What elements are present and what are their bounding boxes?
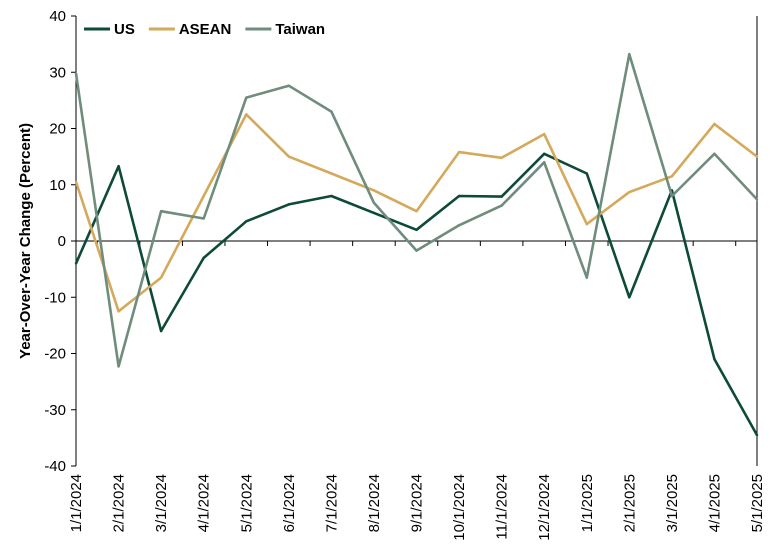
- series-asean: [74, 113, 759, 313]
- data-point-taiwan: [628, 53, 631, 56]
- data-point-taiwan: [117, 365, 120, 368]
- y-tick-label: -40: [44, 458, 66, 475]
- data-point-taiwan: [542, 161, 546, 164]
- data-point-taiwan: [202, 217, 205, 220]
- data-point-asean: [542, 132, 546, 136]
- data-point-us: [159, 329, 163, 333]
- y-tick-label: 40: [49, 8, 66, 25]
- x-tick-label: 3/1/2025: [664, 474, 681, 532]
- data-point-taiwan: [330, 110, 333, 113]
- data-point-asean: [245, 113, 248, 116]
- data-point-asean: [287, 155, 291, 158]
- y-tick-label: -10: [44, 289, 66, 306]
- data-point-taiwan: [159, 209, 163, 213]
- y-tick-label: 30: [49, 64, 66, 81]
- series-us: [74, 152, 759, 437]
- data-point-taiwan: [74, 72, 78, 75]
- x-tick-label: 7/1/2024: [323, 474, 340, 532]
- data-point-us: [245, 220, 248, 223]
- data-point-us: [415, 228, 418, 231]
- legend-label-asean: ASEAN: [179, 21, 232, 38]
- data-point-asean: [202, 194, 205, 198]
- data-point-asean: [415, 209, 418, 213]
- data-point-asean: [628, 190, 631, 194]
- data-point-taiwan: [670, 194, 674, 198]
- x-tick-label: 2/1/2024: [111, 474, 128, 532]
- data-point-asean: [585, 222, 588, 226]
- data-point-asean: [457, 150, 461, 154]
- data-point-taiwan: [585, 276, 588, 279]
- data-point-taiwan: [372, 201, 376, 204]
- data-point-us: [542, 152, 546, 156]
- data-point-asean: [670, 175, 674, 178]
- y-tick-label: -30: [44, 402, 66, 419]
- legend: US ASEAN Taiwan: [84, 21, 325, 38]
- data-point-asean: [713, 122, 716, 126]
- x-tick-label: 9/1/2024: [409, 474, 426, 532]
- y-tick-label: -20: [44, 346, 66, 363]
- x-tick-label: 11/1/2024: [494, 474, 511, 540]
- x-tick-label: 2/1/2025: [621, 474, 638, 532]
- data-point-us: [117, 164, 120, 168]
- data-point-asean: [117, 310, 120, 313]
- series-taiwan: [74, 52, 759, 368]
- data-point-taiwan: [287, 84, 291, 87]
- x-tick-label: 10/1/2024: [451, 474, 468, 541]
- data-point-asean: [330, 172, 333, 175]
- data-point-taiwan: [713, 152, 716, 156]
- data-point-asean: [755, 155, 759, 158]
- data-point-us: [287, 203, 291, 206]
- data-point-taiwan: [500, 204, 503, 207]
- data-point-asean: [500, 156, 503, 159]
- y-tick-label: 20: [49, 121, 66, 138]
- y-axis: -40 -30 -20 -10 0 10 20 30 40: [44, 8, 77, 475]
- data-point-us: [457, 194, 461, 198]
- series-lines: [74, 52, 759, 437]
- x-tick-label: 4/1/2024: [196, 474, 213, 532]
- y-axis-title: Year-Over-Year Change (Percent): [17, 123, 34, 359]
- data-point-asean: [159, 276, 163, 279]
- x-tick-label: 8/1/2024: [366, 474, 383, 532]
- y-tick-label: 0: [58, 233, 66, 250]
- x-tick-label: 1/1/2024: [68, 474, 85, 532]
- x-tick-label: 5/1/2025: [749, 474, 766, 532]
- legend-label-us: US: [114, 21, 135, 38]
- data-point-us: [713, 357, 716, 361]
- data-point-us: [755, 433, 759, 437]
- x-tick-label: 4/1/2025: [706, 474, 723, 532]
- data-point-taiwan: [245, 96, 248, 99]
- x-tick-label: 6/1/2024: [281, 474, 298, 532]
- legend-label-taiwan: Taiwan: [275, 21, 325, 38]
- data-point-us: [74, 262, 78, 265]
- data-point-us: [628, 296, 631, 299]
- data-point-us: [330, 194, 333, 198]
- x-axis: 1/1/2024 2/1/2024 3/1/2024 4/1/2024 5/1/2024…: [68, 16, 766, 541]
- data-point-us: [585, 172, 588, 175]
- data-point-taiwan: [415, 249, 418, 252]
- data-point-us: [372, 211, 376, 215]
- data-point-asean: [74, 180, 78, 184]
- series-line-us: [74, 152, 759, 436]
- x-tick-label: 1/1/2025: [579, 474, 596, 532]
- data-point-taiwan: [457, 224, 461, 227]
- data-point-taiwan: [755, 198, 759, 201]
- x-tick-label: 5/1/2024: [238, 474, 255, 532]
- y-tick-label: 10: [49, 177, 66, 194]
- data-point-us: [500, 195, 503, 198]
- data-point-us: [202, 256, 205, 260]
- data-point-asean: [372, 189, 376, 192]
- x-tick-label: 3/1/2024: [153, 474, 170, 532]
- x-tick-label: 12/1/2024: [536, 474, 553, 541]
